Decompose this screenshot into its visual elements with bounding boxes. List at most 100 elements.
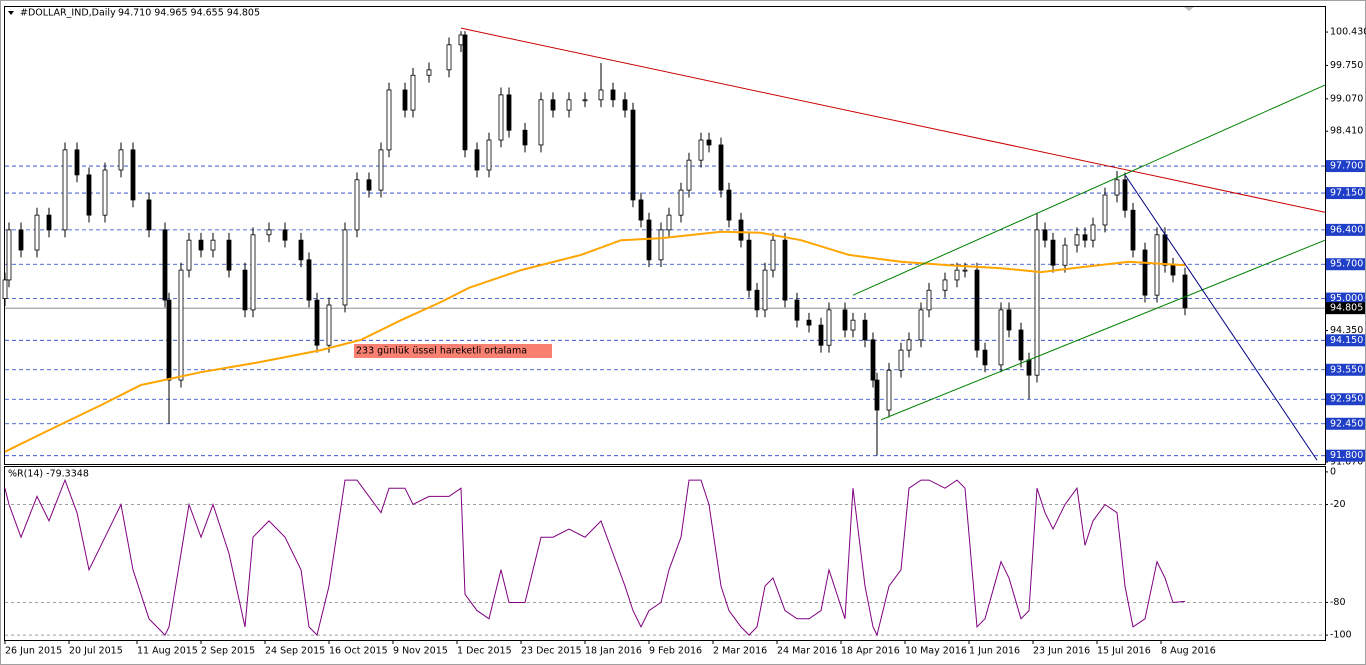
candle-body	[226, 239, 232, 271]
x-tick-label: 11 Aug 2015	[137, 646, 198, 657]
candle-body	[638, 199, 644, 221]
y-tick-label: 100.430	[1330, 27, 1366, 38]
candle-body	[806, 319, 812, 326]
candle-body	[850, 319, 856, 331]
candle-body	[706, 139, 712, 146]
candle-body	[818, 324, 824, 346]
candle-body	[998, 309, 1004, 366]
candle-body	[926, 289, 932, 311]
candle-body	[410, 74, 416, 111]
level-label: 93.550	[1330, 364, 1363, 375]
level-label-box	[1326, 417, 1365, 430]
level-label: 95.700	[1330, 259, 1363, 270]
candle-body	[646, 219, 652, 261]
level-label-box	[1326, 187, 1365, 200]
candle-body	[378, 149, 384, 191]
candle-body	[782, 239, 788, 301]
candle-body	[666, 214, 672, 231]
candle-body	[62, 149, 68, 231]
x-tick-label: 26 Jun 2015	[5, 646, 62, 657]
y-tick-label: -20	[1330, 499, 1346, 510]
menu-arrow[interactable]	[8, 11, 14, 15]
x-tick-label: 10 May 2016	[905, 646, 967, 657]
candle-body	[762, 269, 768, 311]
y-tick-label: 99.070	[1330, 93, 1363, 104]
level-label-box	[1326, 449, 1365, 462]
candle-body	[898, 349, 904, 371]
ema-line	[4, 230, 1186, 453]
candle-body	[458, 34, 464, 46]
candle-body	[298, 239, 304, 261]
quote: 94.710 94.965 94.655 94.805	[118, 8, 260, 19]
x-tick-label: 24 Sep 2015	[265, 646, 325, 657]
candle-body	[306, 259, 312, 301]
candle-body	[698, 139, 704, 161]
candle-body	[198, 239, 204, 251]
candle-body	[162, 229, 168, 301]
candle-body	[538, 99, 544, 146]
candle-body	[622, 99, 628, 111]
level-label: 96.400	[1330, 224, 1363, 235]
candle-body	[658, 229, 664, 261]
candle-body	[266, 229, 272, 236]
candle-body	[1162, 234, 1168, 266]
x-tick-label: 1 Jun 2016	[969, 646, 1020, 657]
candle-body	[118, 149, 124, 171]
candle-body	[166, 299, 172, 381]
candle-body	[446, 44, 452, 71]
level-label-box	[1326, 292, 1365, 305]
scroll-marker[interactable]	[1184, 7, 1194, 11]
candle-body	[342, 229, 348, 306]
candle-body	[86, 174, 92, 216]
x-tick-label: 9 Feb 2016	[649, 646, 702, 657]
x-tick-label: 9 Nov 2015	[393, 646, 448, 657]
y-tick-label: 91.670	[1330, 457, 1363, 468]
candle-body	[886, 369, 892, 411]
candle-body	[506, 94, 512, 131]
candle-body	[474, 149, 480, 171]
y-tick-label: 94.350	[1330, 325, 1363, 336]
candle-body	[942, 279, 948, 291]
indicator-line	[4, 478, 1186, 637]
candle-body	[462, 34, 468, 151]
level-label: 92.450	[1330, 418, 1363, 429]
candle-body	[1050, 239, 1056, 266]
y-tick-label: 98.410	[1330, 126, 1363, 137]
x-tick-label: 16 Oct 2015	[329, 646, 388, 657]
candle-body	[178, 269, 184, 381]
candle-body	[906, 339, 912, 351]
candle-body	[746, 239, 752, 291]
x-tick-label: 2 Sep 2015	[201, 646, 255, 657]
level-label-box	[1326, 334, 1365, 347]
x-tick-label: 8 Aug 2016	[1161, 646, 1216, 657]
indicator-title: %R(14) -79.3348	[8, 469, 89, 480]
candle-body	[1170, 264, 1176, 276]
candle-body	[46, 214, 52, 231]
candle-body	[146, 199, 152, 231]
candle-body	[74, 149, 80, 176]
y-tick-label: 99.750	[1330, 60, 1363, 71]
price-panel	[4, 6, 1326, 465]
candle-body	[1026, 359, 1032, 376]
candle-body	[1018, 329, 1024, 361]
candle-body	[130, 149, 136, 201]
last-price-label: 94.805	[1330, 303, 1363, 314]
level-label: 92.950	[1330, 394, 1363, 405]
candle-body	[426, 69, 432, 76]
last-price-box	[1326, 302, 1365, 315]
candle-body	[770, 239, 776, 271]
y-tick-label: -100	[1330, 630, 1352, 641]
candle-body	[726, 189, 732, 221]
candle-body	[326, 304, 332, 346]
candle-body	[522, 129, 528, 146]
level-label-box	[1326, 393, 1365, 406]
candle-body	[2, 279, 8, 299]
candle-body	[686, 159, 692, 191]
candle-body	[1142, 249, 1148, 296]
candle-body	[354, 179, 360, 231]
level-label: 91.800	[1330, 450, 1363, 461]
x-tick-label: 20 Jul 2015	[69, 646, 123, 657]
candle-body	[842, 309, 848, 331]
